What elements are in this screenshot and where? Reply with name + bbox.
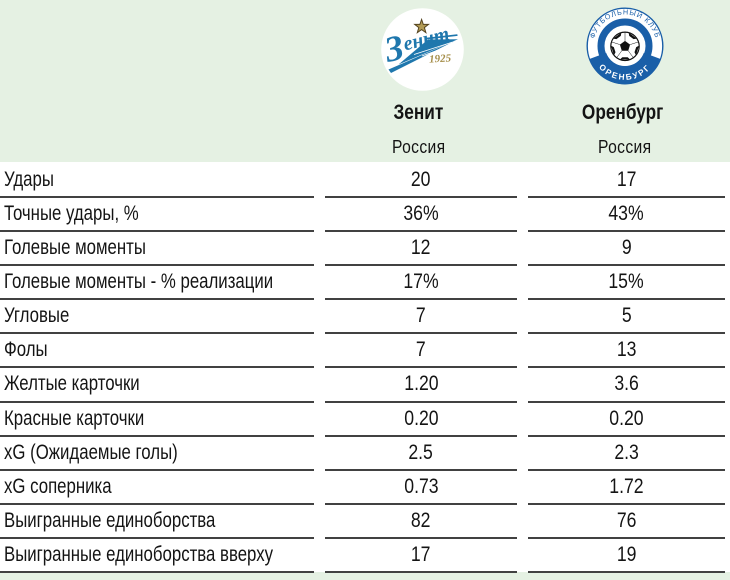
svg-text:1925: 1925	[429, 52, 452, 65]
